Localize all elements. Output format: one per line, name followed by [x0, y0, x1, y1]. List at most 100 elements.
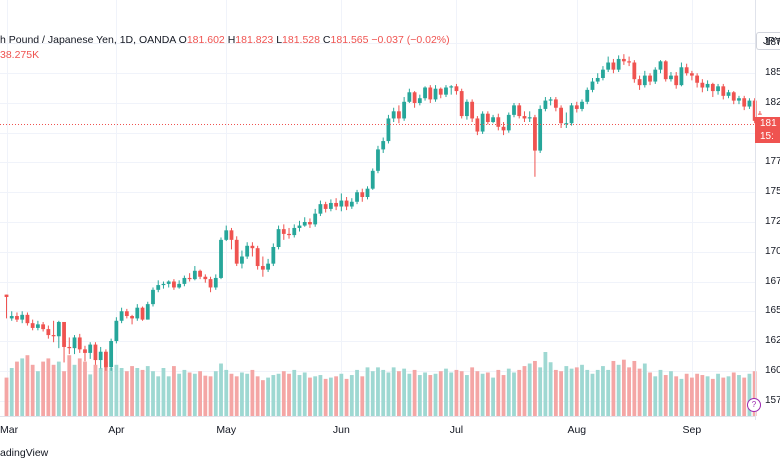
volume-bar	[9, 368, 14, 416]
currency-button[interactable]: JPY	[756, 32, 780, 50]
candle-body	[747, 100, 752, 107]
candle	[695, 73, 700, 88]
candle	[56, 320, 61, 349]
y-tick-label: 170	[765, 245, 780, 257]
candle	[15, 312, 19, 322]
candle	[9, 311, 14, 321]
candle	[527, 111, 532, 123]
candle	[705, 80, 710, 92]
candle	[444, 85, 448, 98]
candle	[287, 227, 291, 239]
volume-bar	[172, 366, 176, 416]
volume-bar	[606, 369, 611, 416]
candle-body	[260, 266, 265, 270]
candle-body	[752, 100, 757, 121]
volume-bar	[485, 372, 490, 416]
volume-bar	[219, 363, 223, 416]
volume-bar	[700, 375, 705, 416]
candle	[41, 321, 46, 332]
candle-body	[684, 67, 689, 74]
candle	[260, 256, 265, 277]
candle	[642, 70, 647, 88]
volume-bar	[166, 376, 171, 416]
candle	[302, 217, 307, 227]
candle-body	[674, 75, 679, 86]
candle-body	[590, 81, 595, 90]
candle	[240, 250, 244, 269]
high-label: H	[227, 34, 236, 46]
last-price-value: 181	[760, 118, 777, 129]
volume-bar	[124, 371, 129, 416]
candle-body	[480, 113, 485, 132]
candle	[208, 276, 213, 293]
candle	[606, 56, 611, 73]
candle-body	[580, 101, 584, 109]
volume-bar	[83, 361, 87, 416]
volume-bar	[627, 367, 632, 416]
symbol-label[interactable]: h Pound / Japanese Yen, 1D, OANDA	[0, 34, 176, 46]
candle-body	[187, 277, 192, 280]
candle	[229, 227, 234, 250]
volume-bar	[616, 364, 621, 416]
candle-body	[548, 99, 553, 101]
candle	[51, 320, 56, 343]
volume-bar	[281, 371, 286, 416]
candle	[344, 197, 349, 211]
volume-bar	[308, 377, 312, 416]
candle-body	[716, 86, 720, 92]
candle-body	[538, 108, 543, 151]
volume-bar	[642, 363, 647, 416]
candle-body	[109, 341, 114, 368]
volume-bar	[574, 367, 579, 416]
volume-bar	[716, 373, 720, 416]
volume-bar	[240, 372, 244, 416]
brand-label[interactable]: adingView	[0, 447, 49, 459]
candle	[412, 91, 417, 108]
candle-body	[365, 188, 370, 198]
candle	[119, 307, 124, 324]
candle-body	[679, 67, 684, 86]
candle-body	[234, 239, 239, 264]
candle-body	[219, 239, 223, 278]
candle-body	[198, 270, 202, 277]
y-tick-label: 187	[765, 37, 780, 49]
candle-body	[397, 111, 401, 119]
candle-body	[438, 88, 443, 95]
candle	[109, 338, 114, 371]
volume-bar	[297, 375, 302, 416]
candle	[470, 99, 475, 123]
candle-body	[606, 62, 611, 70]
candle-body	[726, 92, 731, 96]
candle	[386, 114, 391, 144]
candle-body	[213, 277, 218, 288]
candle	[130, 314, 134, 325]
candle	[4, 294, 9, 319]
volume-bar	[30, 364, 35, 416]
x-tick-label: Sep	[682, 424, 702, 436]
candle-body	[15, 316, 19, 320]
high-value: 181.823	[235, 34, 274, 46]
candle-body	[642, 75, 647, 86]
event-marker-icon[interactable]: ?	[747, 398, 761, 412]
candle-body	[245, 245, 250, 257]
candle	[758, 111, 762, 115]
candle-body	[569, 105, 574, 124]
candle	[538, 105, 543, 153]
volume-bar	[475, 371, 480, 416]
volume-bar	[684, 373, 689, 416]
grid-layer	[0, 0, 755, 416]
volume-bar	[192, 373, 197, 416]
candle-body	[564, 123, 569, 125]
candle	[742, 95, 747, 111]
candle-body	[93, 344, 98, 361]
volume-bar	[98, 368, 103, 416]
volume-bar	[35, 371, 40, 416]
candle	[376, 145, 380, 174]
candle	[580, 99, 584, 112]
volume-bar	[533, 360, 537, 416]
candle	[449, 85, 454, 95]
candle	[313, 208, 318, 227]
volume-bar	[161, 368, 166, 416]
